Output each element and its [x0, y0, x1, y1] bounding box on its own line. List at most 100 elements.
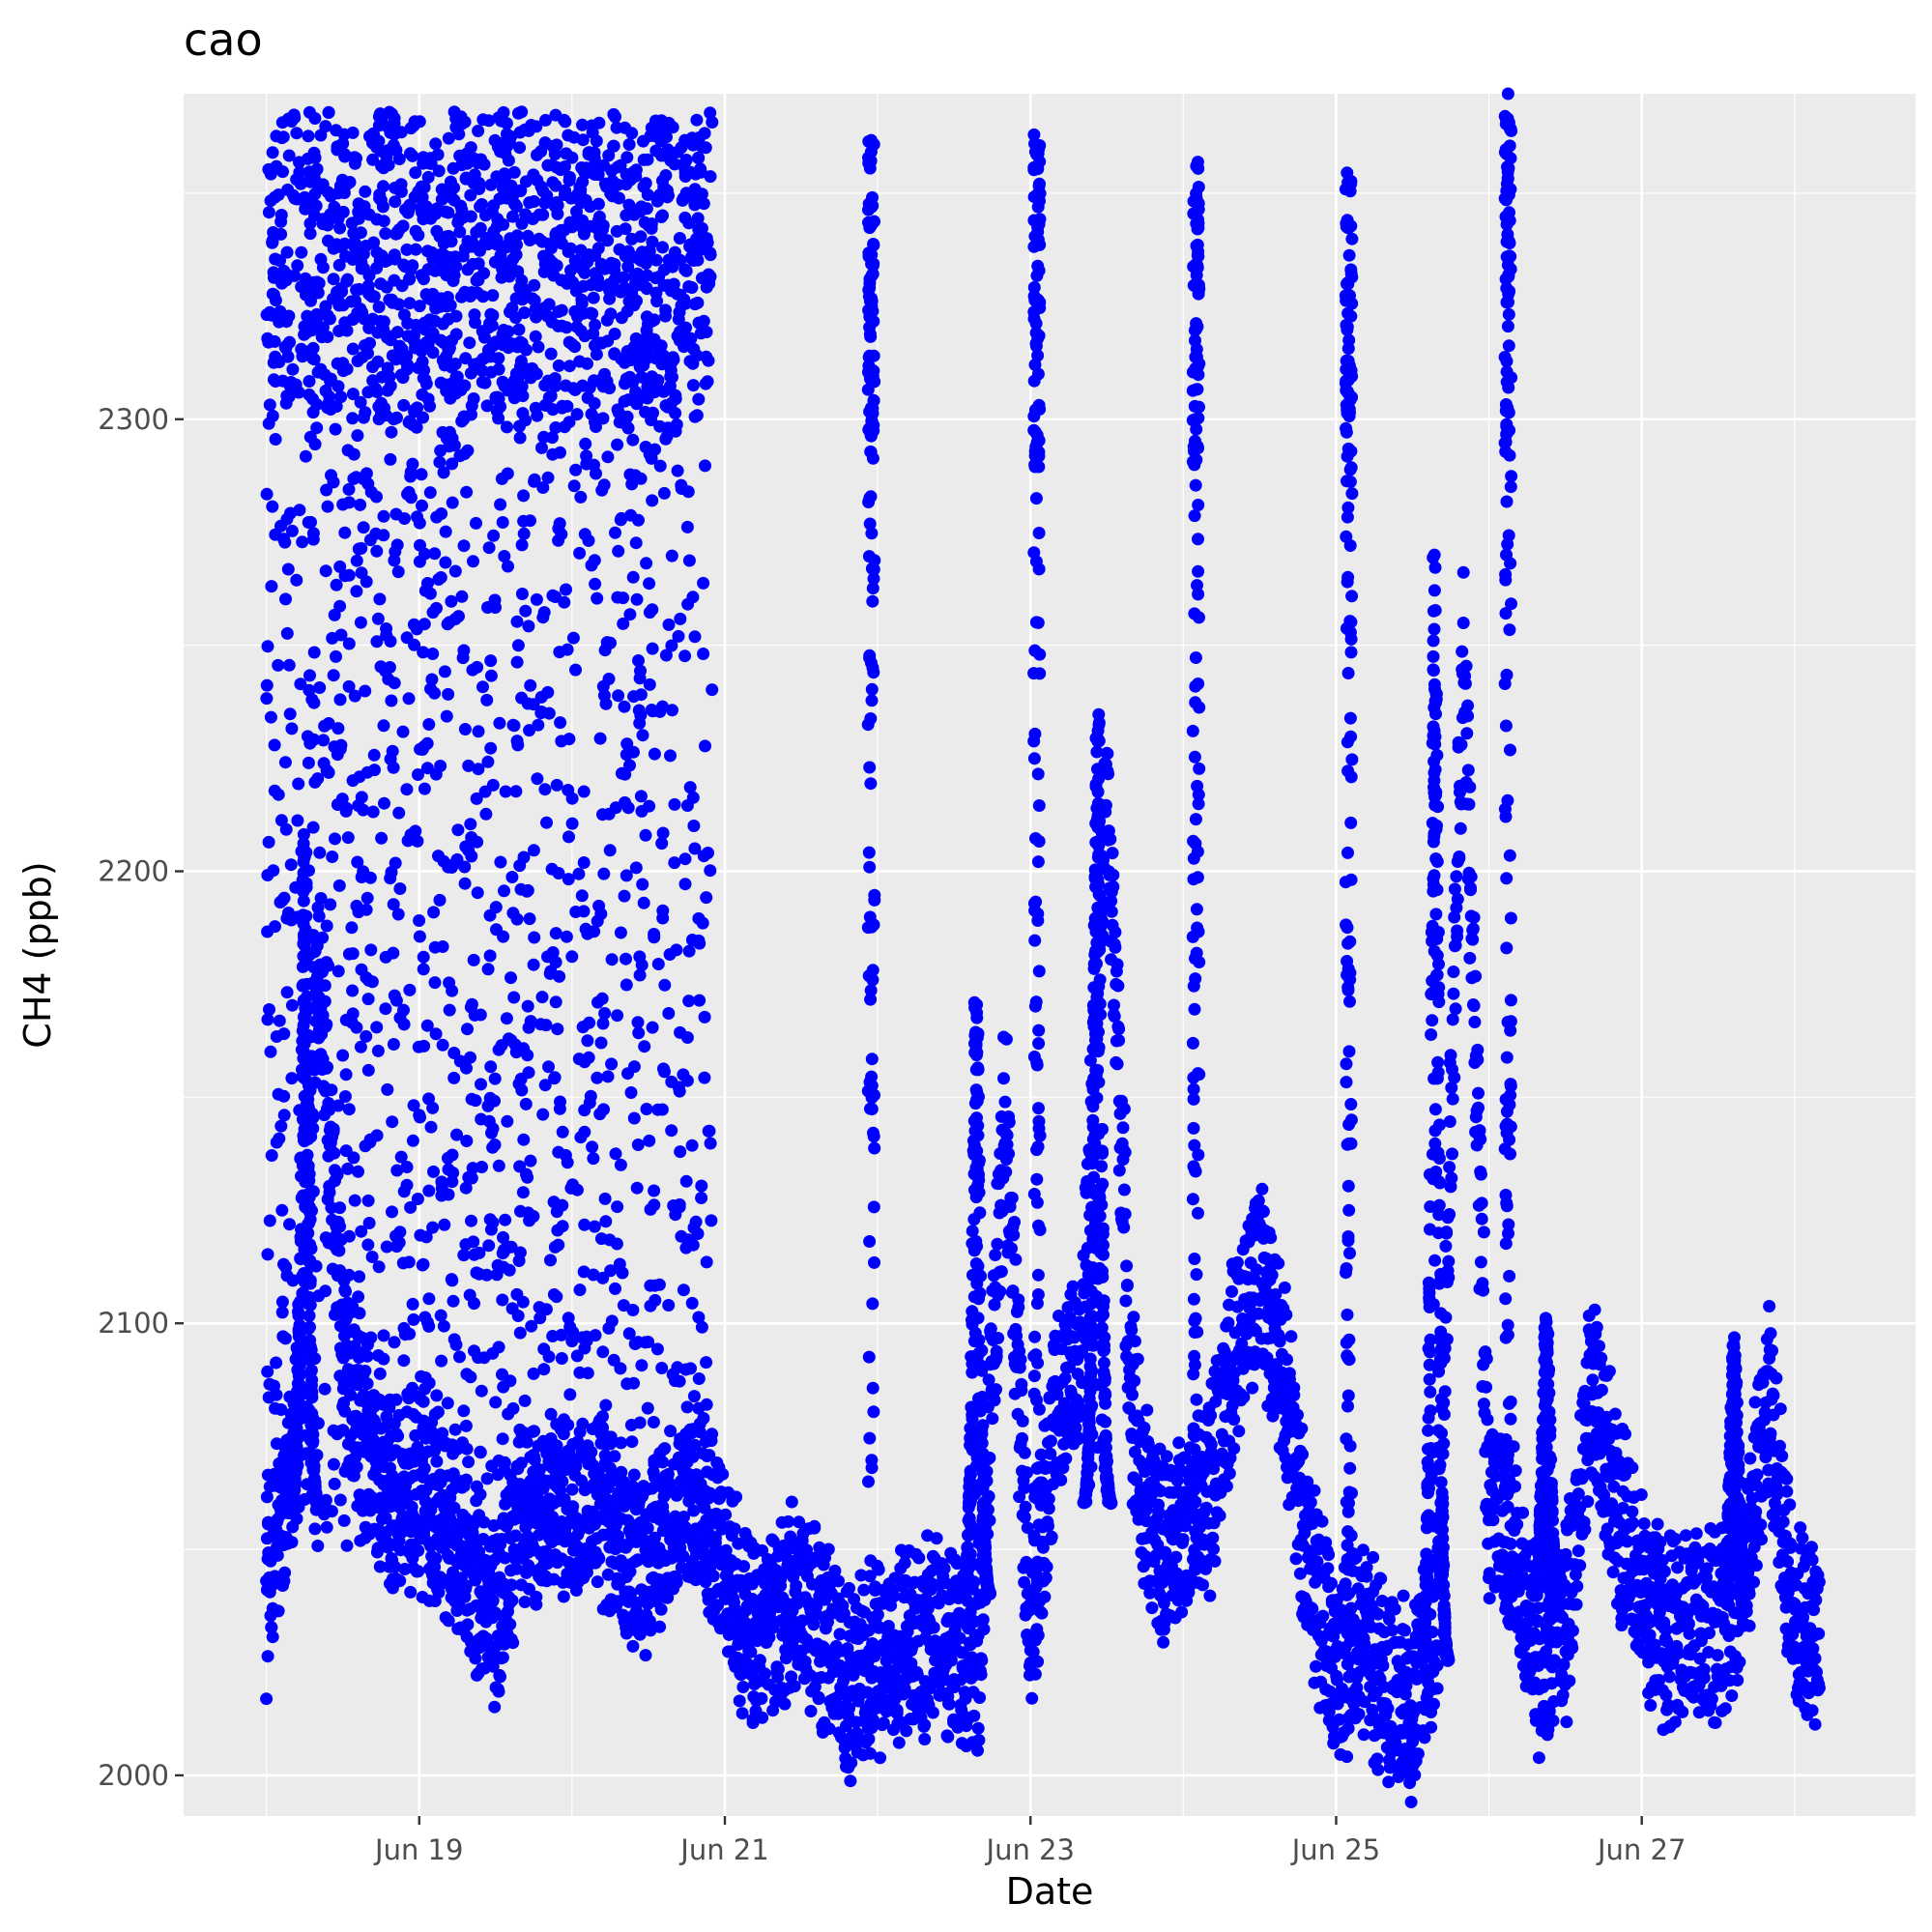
data-point	[1578, 1523, 1592, 1537]
data-point	[1486, 1514, 1500, 1527]
data-point	[1128, 1374, 1141, 1388]
data-point	[926, 1706, 939, 1719]
data-point	[1120, 1259, 1134, 1273]
data-point	[1352, 1708, 1366, 1721]
data-point	[442, 1614, 455, 1628]
data-point	[1593, 1340, 1605, 1353]
data-point	[565, 1483, 579, 1496]
data-point	[1112, 1164, 1126, 1177]
data-point	[1376, 1658, 1390, 1672]
data-point	[1272, 1256, 1285, 1270]
data-point	[1119, 1294, 1133, 1308]
data-point	[653, 1620, 667, 1633]
data-point	[271, 1548, 284, 1562]
data-point	[1014, 1353, 1027, 1367]
data-point	[1374, 1572, 1388, 1585]
data-point	[1442, 1254, 1456, 1268]
data-point	[1449, 1002, 1462, 1016]
data-point	[976, 1419, 990, 1432]
data-point	[1467, 910, 1481, 924]
data-point	[1644, 1699, 1658, 1712]
data-point	[459, 1579, 473, 1593]
data-point	[1295, 1422, 1309, 1435]
data-point	[295, 1169, 307, 1183]
data-point	[1117, 1183, 1131, 1197]
data-point	[862, 1732, 876, 1745]
data-point	[1627, 1516, 1639, 1530]
data-point	[1172, 1436, 1186, 1450]
data-point	[563, 1388, 577, 1401]
data-point	[1281, 1353, 1293, 1367]
data-point	[1705, 1692, 1718, 1706]
data-point	[1749, 1559, 1763, 1572]
data-point	[1812, 1575, 1826, 1589]
data-point	[967, 1244, 981, 1257]
data-point	[639, 1649, 652, 1662]
data-point	[1304, 1496, 1317, 1509]
data-point	[1012, 1293, 1025, 1307]
data-point	[994, 1284, 1007, 1298]
data-points	[260, 87, 1826, 1808]
data-point	[509, 1529, 523, 1543]
data-point	[1066, 1280, 1080, 1293]
data-point	[680, 1400, 694, 1414]
data-point	[1322, 1548, 1336, 1562]
data-point	[1464, 870, 1478, 883]
data-point	[737, 1560, 751, 1573]
data-point	[1466, 922, 1480, 936]
data-point	[1445, 1171, 1458, 1185]
data-point	[506, 1636, 520, 1650]
data-point	[1005, 1242, 1018, 1255]
data-point	[477, 1515, 491, 1529]
data-point	[1118, 1207, 1132, 1221]
data-point	[832, 1574, 845, 1588]
data-point	[1658, 1565, 1671, 1578]
data-point	[278, 1566, 292, 1579]
data-point	[1781, 1555, 1795, 1569]
data-point	[265, 1621, 278, 1634]
data-point	[302, 1159, 315, 1172]
data-point	[1280, 1308, 1293, 1321]
data-point	[1025, 1691, 1039, 1705]
data-point	[596, 1410, 609, 1424]
data-point	[730, 1490, 743, 1504]
data-point	[342, 1268, 356, 1282]
data-point	[977, 1514, 991, 1526]
data-point	[1458, 677, 1472, 690]
data-point	[790, 1579, 803, 1593]
data-point	[321, 1060, 333, 1074]
data-point	[1474, 1133, 1487, 1146]
data-point	[966, 1225, 979, 1238]
data-point	[1223, 1467, 1236, 1480]
data-point	[1360, 1570, 1373, 1583]
data-point	[1471, 1053, 1485, 1066]
data-point	[1566, 1624, 1579, 1637]
data-point	[1101, 747, 1114, 761]
data-point	[359, 1365, 372, 1377]
data-point	[327, 1125, 340, 1139]
data-point	[1453, 851, 1466, 865]
data-point	[1341, 1721, 1355, 1735]
data-point	[812, 1692, 825, 1706]
data-point	[976, 1480, 990, 1493]
data-point	[890, 1703, 904, 1716]
data-point	[1475, 1212, 1488, 1226]
data-point	[975, 1654, 989, 1667]
data-point	[755, 1691, 768, 1705]
data-point	[1127, 1311, 1140, 1324]
data-point	[1044, 1434, 1057, 1448]
data-point	[1315, 1514, 1329, 1528]
data-point	[1107, 880, 1120, 893]
data-point	[360, 1377, 374, 1391]
data-point	[1125, 1323, 1139, 1337]
data-point	[518, 1394, 532, 1407]
data-point	[360, 1349, 374, 1363]
data-point	[1308, 1484, 1321, 1497]
data-point	[941, 1730, 955, 1744]
data-point	[735, 1707, 749, 1720]
data-point	[972, 1734, 986, 1746]
data-point	[496, 1651, 509, 1664]
data-point	[778, 1697, 792, 1711]
data-point	[1573, 1559, 1587, 1572]
